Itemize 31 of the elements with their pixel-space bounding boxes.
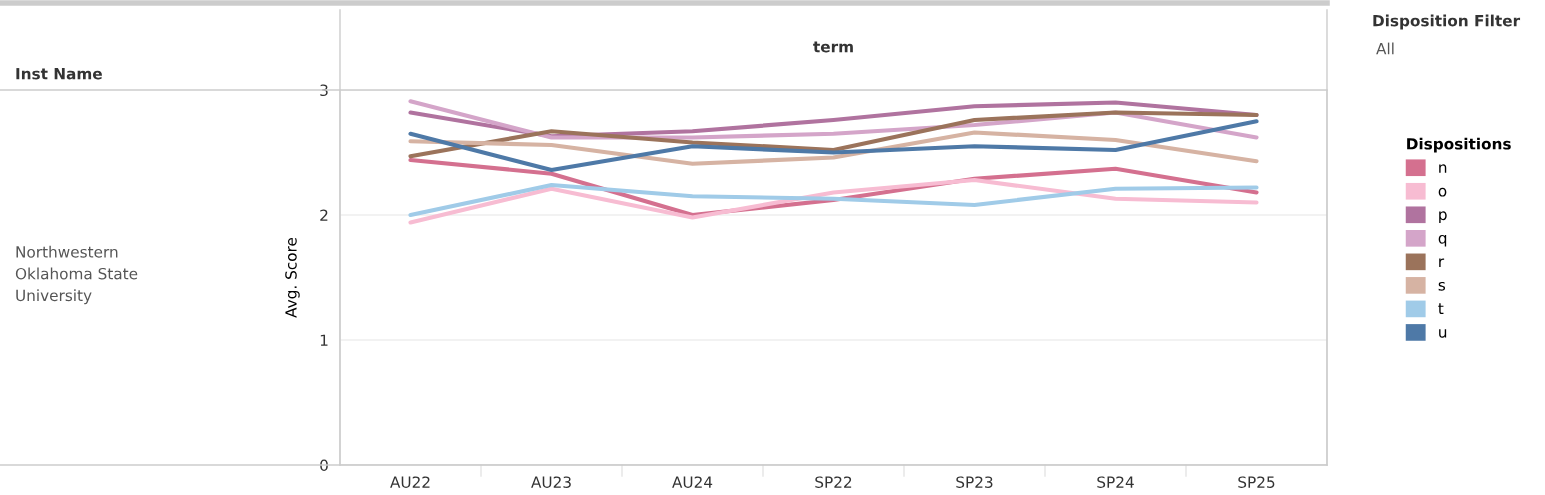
legend-label: n	[1439, 164, 1447, 173]
y-tick-label: 1	[320, 334, 328, 346]
x-tick-label: AU23	[531, 476, 571, 488]
text: Inst Name	[16, 68, 102, 80]
legend-label: q	[1438, 234, 1447, 247]
legend-label: r	[1439, 258, 1445, 267]
line-series	[408, 182, 1259, 218]
text: All	[1376, 42, 1394, 55]
x-tick-label: AU24	[672, 476, 713, 488]
x-tick-label: SP22	[815, 476, 852, 488]
y-tick-label: 2	[320, 209, 328, 221]
y-tick-label: 3	[320, 84, 328, 97]
y-tick-label: 0	[320, 459, 328, 472]
legend-label: s	[1438, 281, 1446, 291]
legend-title: Dispositions	[1407, 137, 1511, 153]
chart-title: term	[813, 41, 853, 53]
line-series	[408, 130, 1259, 166]
y-axis-title: Avg. Score	[285, 237, 300, 318]
x-tick-label: AU22	[390, 476, 430, 488]
x-tick-label: SP24	[1097, 476, 1134, 488]
legend-label: p	[1439, 211, 1447, 224]
text: Disposition Filter	[1373, 14, 1521, 30]
line-series	[408, 119, 1259, 173]
text: Northwestern Oklahoma State University	[15, 245, 138, 305]
line-series	[408, 110, 1259, 159]
x-tick-label: SP25	[1238, 476, 1275, 488]
legend-label: o	[1438, 187, 1447, 197]
x-tick-label: SP23	[956, 476, 993, 488]
line-series	[408, 177, 1259, 225]
legend-label: u	[1439, 328, 1447, 338]
legend-label: t	[1438, 303, 1444, 315]
